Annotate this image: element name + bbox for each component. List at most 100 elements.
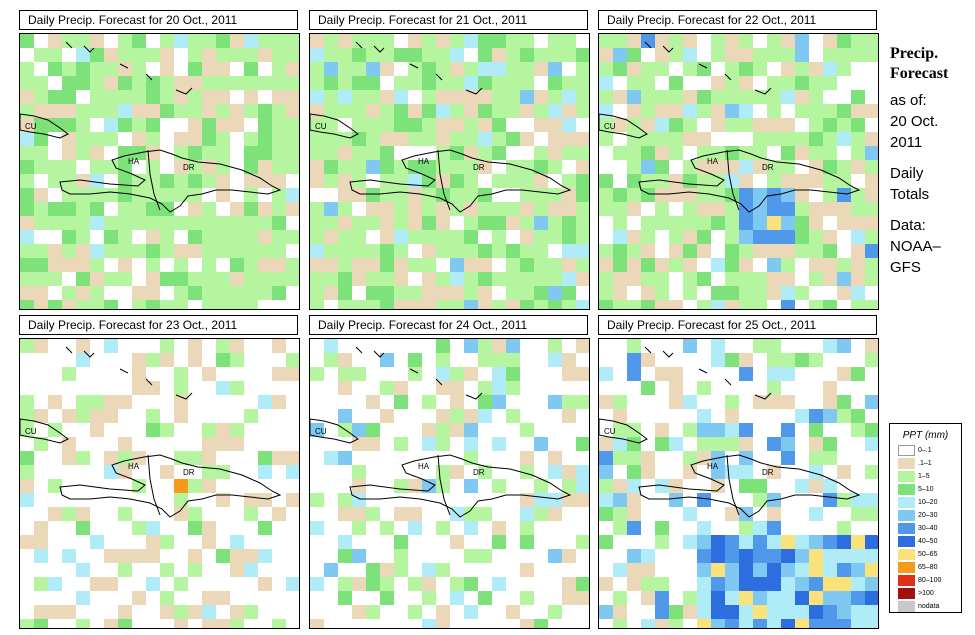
precip-cell	[520, 591, 534, 605]
precip-cell	[795, 535, 809, 549]
precip-cell	[202, 535, 216, 549]
precip-cell	[865, 339, 878, 353]
precip-cell	[132, 244, 146, 258]
precip-cell	[725, 591, 739, 605]
precip-cell	[104, 395, 118, 409]
precip-cell	[562, 272, 576, 286]
precip-cell	[146, 90, 160, 104]
precip-cell	[48, 48, 62, 62]
precip-cell	[809, 437, 823, 451]
precip-cell	[216, 90, 230, 104]
precip-cell	[837, 577, 851, 591]
precip-cell	[599, 367, 613, 381]
precip-cell	[366, 563, 380, 577]
precip-cell	[450, 395, 464, 409]
precip-cell	[781, 272, 795, 286]
precip-cell	[258, 272, 272, 286]
precip-cell	[160, 230, 174, 244]
precip-cell	[851, 300, 865, 309]
precip-cell	[520, 535, 534, 549]
precip-cell	[380, 272, 394, 286]
precip-cell	[104, 409, 118, 423]
precip-cell	[548, 132, 562, 146]
precip-cell	[310, 76, 324, 90]
precip-cell	[244, 90, 258, 104]
precip-cell	[851, 118, 865, 132]
hispaniola-coastline	[59, 454, 282, 518]
precip-cell	[711, 48, 725, 62]
precip-cell	[739, 90, 753, 104]
precip-cell	[352, 507, 366, 521]
precip-cell	[781, 202, 795, 216]
precip-cell	[478, 118, 492, 132]
precip-cell	[76, 619, 90, 628]
precip-cell	[146, 244, 160, 258]
ha-country-label: HA	[418, 157, 430, 166]
precip-cell	[62, 367, 76, 381]
precip-cell	[739, 563, 753, 577]
precip-cell	[683, 118, 697, 132]
precip-cell	[408, 48, 422, 62]
precip-cell	[739, 535, 753, 549]
precip-cell	[865, 563, 878, 577]
precip-cell	[216, 493, 230, 507]
precip-cell	[823, 409, 837, 423]
precip-cell	[809, 62, 823, 76]
precip-cell	[697, 272, 711, 286]
precip-cell	[739, 591, 753, 605]
precip-cell	[286, 451, 299, 465]
precip-cell	[683, 395, 697, 409]
precip-cell	[837, 521, 851, 535]
precip-cell	[851, 605, 865, 619]
precip-cell	[548, 507, 562, 521]
precip-cell	[90, 423, 104, 437]
precip-cell	[422, 619, 436, 628]
precip-cell	[436, 286, 450, 300]
precip-cell	[310, 423, 324, 437]
precip-cell	[837, 535, 851, 549]
precip-cell	[725, 146, 739, 160]
precip-cell	[795, 174, 809, 188]
precip-cell	[725, 549, 739, 563]
precip-cell	[422, 244, 436, 258]
precip-cell	[795, 353, 809, 367]
precip-cell	[669, 493, 683, 507]
precip-cell	[272, 34, 286, 48]
precip-cell	[562, 118, 576, 132]
precip-cell	[408, 300, 422, 309]
legend-label: .1–1	[918, 460, 932, 467]
precip-cell	[118, 216, 132, 230]
precip-cell	[352, 577, 366, 591]
precip-cell	[711, 202, 725, 216]
precip-cell	[809, 451, 823, 465]
precip-cell	[230, 286, 244, 300]
legend-label: 40–50	[918, 538, 938, 545]
precip-cell	[436, 353, 450, 367]
precip-cell	[795, 409, 809, 423]
precip-cell	[338, 202, 352, 216]
precip-cell	[76, 353, 90, 367]
precip-cell	[478, 104, 492, 118]
precip-cell	[697, 90, 711, 104]
precip-cell	[244, 409, 258, 423]
precip-cell	[310, 146, 324, 160]
precip-cell	[669, 118, 683, 132]
precip-cell	[464, 286, 478, 300]
precip-cell	[146, 132, 160, 146]
precip-cell	[655, 605, 669, 619]
precip-cell	[380, 577, 394, 591]
precip-cell	[837, 563, 851, 577]
precip-cell	[272, 202, 286, 216]
precip-cell	[711, 437, 725, 451]
precip-cell	[697, 216, 711, 230]
precip-cell	[258, 549, 272, 563]
precip-cell	[809, 230, 823, 244]
precip-cell	[809, 507, 823, 521]
precip-cell	[781, 591, 795, 605]
data-source-model: GFS	[890, 259, 921, 276]
precip-cell	[20, 286, 34, 300]
precip-cell	[104, 62, 118, 76]
precip-cell	[310, 118, 324, 132]
precip-cell	[697, 493, 711, 507]
precip-cell	[394, 507, 408, 521]
